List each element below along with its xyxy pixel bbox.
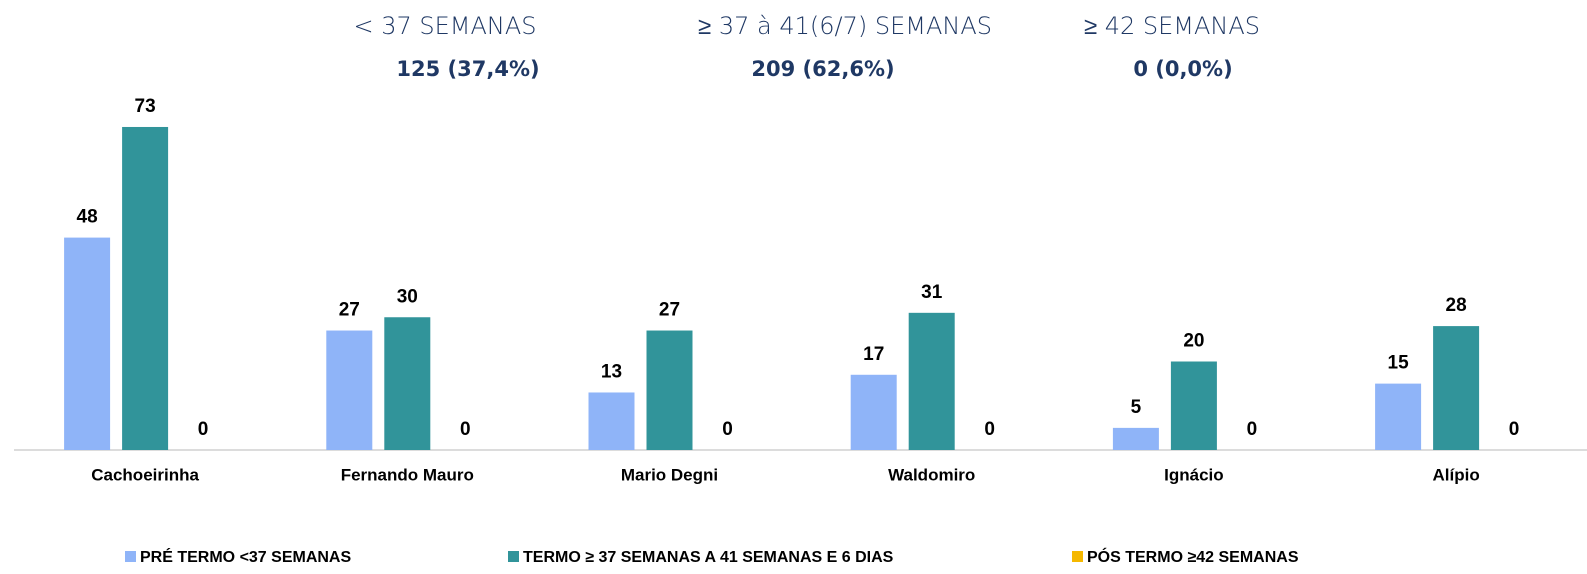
x-tick-label: Cachoeirinha [91,465,199,484]
header-count: 0 (0,0%) [1133,57,1232,81]
data-label: 15 [1388,353,1410,374]
bar [64,237,111,450]
header-title: ≥ 37 à 41(6/7) SEMANAS [698,12,992,40]
bar [850,374,897,450]
bar [1170,361,1217,450]
data-label: 28 [1446,295,1467,316]
data-label: 0 [1509,419,1520,440]
data-label: 0 [1247,419,1258,440]
legend-swatch [125,551,136,562]
header-title: < 37 SEMANAS [353,12,536,40]
data-label: 48 [77,207,98,228]
x-tick-label: Ignácio [1164,465,1224,484]
header-count: 125 (37,4%) [396,57,539,81]
data-label: 27 [659,300,680,321]
bar [908,312,955,450]
bar [588,392,635,450]
data-label: 27 [339,300,360,321]
x-tick-label: Fernando Mauro [341,465,474,484]
data-label: 30 [397,286,418,307]
bar [384,317,431,450]
bar [1375,383,1422,450]
data-label: 0 [722,419,733,440]
bar [646,330,693,450]
legend-swatch [508,551,519,562]
x-tick-label: Mario Degni [621,465,718,484]
header-count: 209 (62,6%) [751,57,894,81]
data-label: 73 [135,96,156,117]
data-label: 13 [601,361,622,382]
x-tick-label: Alípio [1432,465,1479,484]
data-label: 20 [1183,331,1204,352]
data-label: 0 [460,419,471,440]
legend-label: TERMO ≥ 37 SEMANAS A 41 SEMANAS E 6 DIAS [523,549,894,566]
bar [122,126,169,450]
data-label: 0 [984,419,995,440]
data-label: 31 [921,282,943,303]
header-title: ≥ 42 SEMANAS [1084,12,1260,40]
bar [1433,326,1480,450]
legend-label: PÓS TERMO ≥42 SEMANAS [1087,547,1299,566]
bar [1112,427,1159,450]
bar [326,330,373,450]
data-label: 5 [1131,397,1142,418]
x-tick-label: Waldomiro [888,465,975,484]
legend-label: PRÉ TERMO <37 SEMANAS [140,547,351,566]
data-label: 0 [198,419,209,440]
legend-swatch [1072,551,1083,562]
data-label: 17 [863,344,884,365]
